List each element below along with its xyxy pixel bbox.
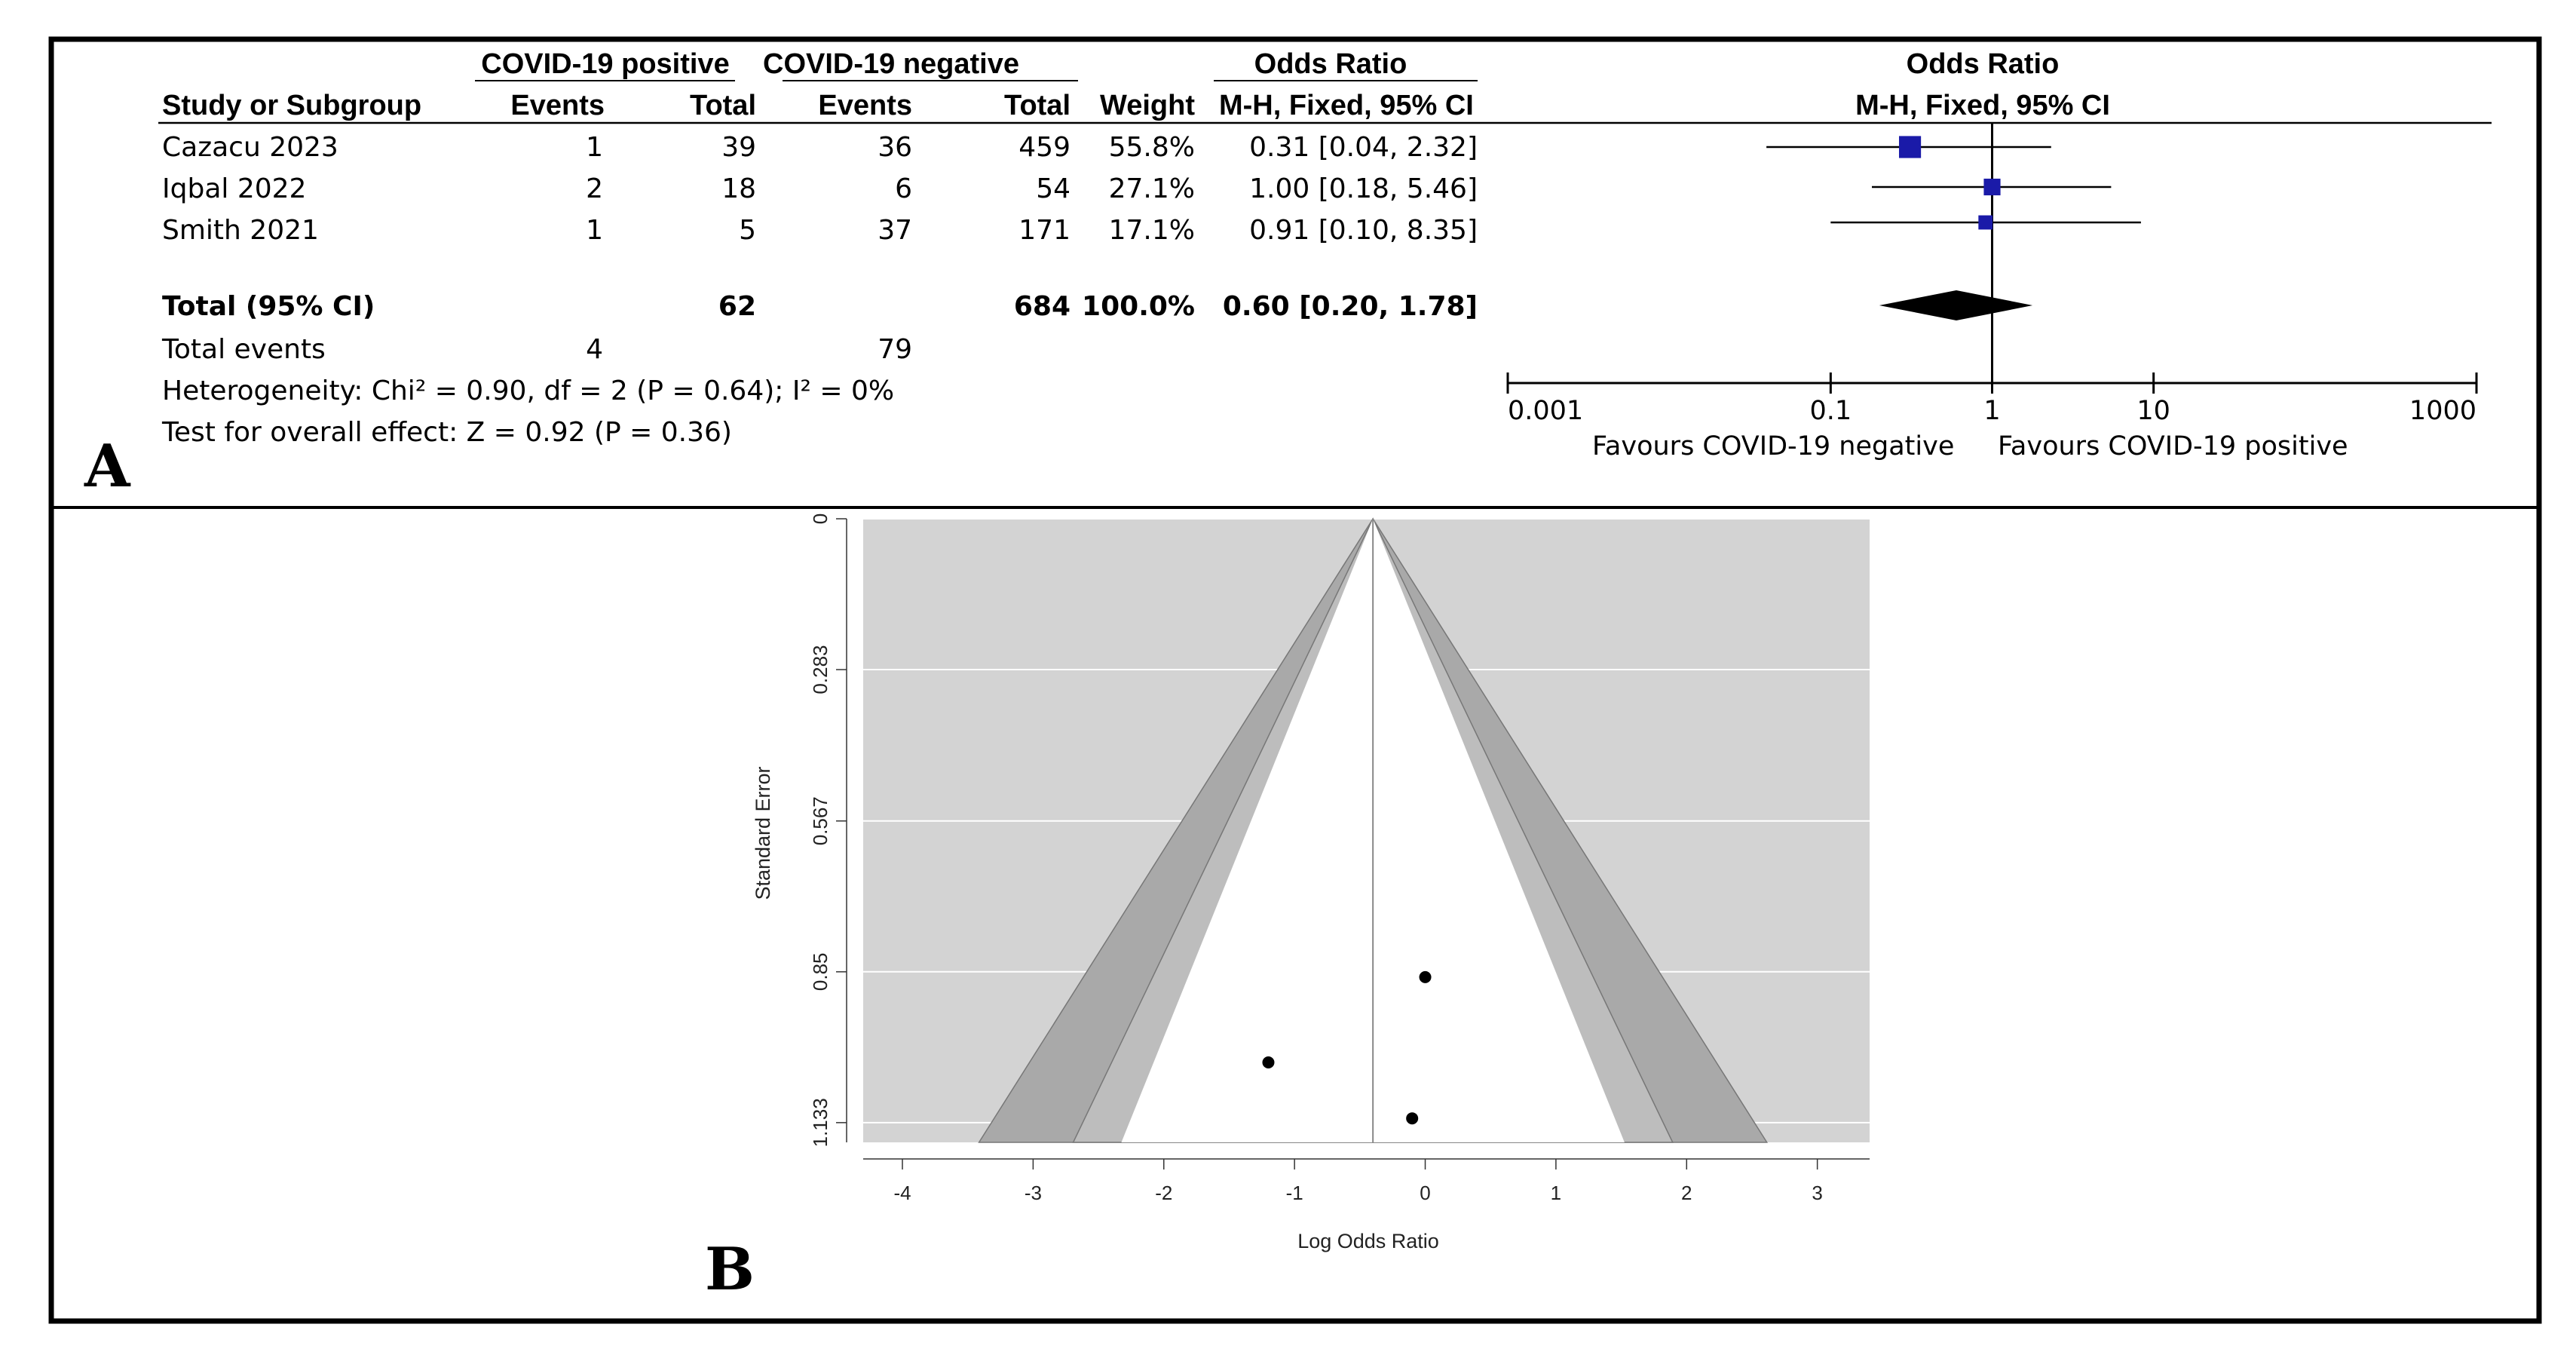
funnel-y-tick-label: 0.567 [809,796,832,845]
col-header-neg-events: Events [818,90,912,121]
col-header-pos-total: Total [690,90,756,121]
funnel-x-tick-label: -1 [1286,1182,1303,1204]
col-header-method: M-H, Fixed, 95% CI [1219,90,1474,121]
funnel-y-tick-label: 0.85 [809,953,832,992]
total-neg-total: 684 [1014,291,1071,322]
forest-tick-label: 0.001 [1508,396,1583,426]
group-header-positive: COVID-19 positive [481,48,729,80]
forest-tick-label: 1 [1983,396,2000,426]
table-row: Smith 2021 1 5 37 171 17.1% 0.91 [0.10, … [162,215,1478,246]
weight: 17.1% [1109,215,1195,246]
total-events-label: Total events [161,334,326,365]
total-weight: 100.0% [1082,291,1195,322]
funnel-ylabel: Standard Error [752,766,774,900]
pooled-diamond [1879,290,2033,320]
group-header-negative: COVID-19 negative [763,48,1019,80]
total-label: Total (95% CI) [162,291,375,322]
total-row: Total (95% CI) 62 684 100.0% 0.60 [0.20,… [162,291,1478,322]
col-header-method-plot: M-H, Fixed, 95% CI [1855,90,2110,121]
study-name: Cazacu 2023 [162,132,338,163]
funnel-study-point [1419,970,1432,983]
funnel-study-point [1406,1112,1419,1125]
pos-total: 39 [721,132,756,163]
funnel-x-tick-label: -2 [1155,1182,1172,1204]
pos-total: 5 [739,215,756,246]
funnel-xlabel: Log Odds Ratio [1297,1230,1439,1252]
neg-total: 459 [1018,132,1071,163]
total-events-neg: 79 [878,334,912,365]
funnel-y-tick-label: 0.283 [809,645,832,694]
study-marker [1978,215,1993,230]
weight: 27.1% [1109,173,1195,204]
total-events-pos: 4 [586,334,603,365]
pos-events: 1 [586,215,603,246]
forest-tick-label: 0.1 [1809,396,1852,426]
figure-frame [48,36,2542,1324]
or-ci-text: 1.00 [0.18, 5.46] [1249,173,1478,204]
neg-total: 54 [1036,173,1071,204]
funnel-x-tick-label: -3 [1025,1182,1042,1204]
panel-b: -4 -3 -2 -1 0 1 2 3 0 0.283 0.567 0.85 1.133 Log Odd… [705,513,1870,1304]
col-header-pos-events: Events [510,90,605,121]
study-name: Iqbal 2022 [162,173,306,204]
forest-tick-label: 1000 [2409,396,2476,426]
forest-rows [1766,136,2141,230]
funnel-x-tick-label: 1 [1551,1182,1561,1204]
funnel-y-tick-label: 1.133 [809,1098,832,1147]
group-header-odds-ratio-plot: Odds Ratio [1907,48,2060,80]
neg-total: 171 [1018,215,1071,246]
pos-total: 18 [721,173,756,204]
weight: 55.8% [1109,132,1195,163]
pos-events: 1 [586,132,603,163]
neg-events: 36 [878,132,912,163]
or-ci-text: 0.91 [0.10, 8.35] [1249,215,1478,246]
forest-plot: 0.001 0.1 1 10 1000 Favours COVID-19 negativ… [1506,123,2478,461]
funnel-x-tick-label: -4 [893,1182,911,1204]
study-name: Smith 2021 [162,215,319,246]
or-ci-text: 0.31 [0.04, 2.32] [1249,132,1478,163]
table-row: Iqbal 2022 2 18 6 54 27.1% 1.00 [0.18, 5… [162,173,1478,204]
funnel-x-tick-label: 3 [1812,1182,1822,1204]
favours-left-label: Favours COVID-19 negative [1592,431,1954,461]
panel-letter-b: B [705,1235,755,1304]
total-pos-total: 62 [718,291,756,322]
col-header-weight: Weight [1100,90,1195,121]
total-events-row: Total events 4 79 [161,334,912,365]
col-header-neg-total: Total [1004,90,1071,121]
forest-tick-label: 10 [2136,396,2170,426]
funnel-study-point [1262,1056,1275,1068]
study-marker [1898,136,1922,158]
group-header-odds-ratio: Odds Ratio [1254,48,1407,80]
panel-a: COVID-19 positive COVID-19 negative Odds… [84,48,2492,501]
pos-events: 2 [586,173,603,204]
overall-effect-text: Test for overall effect: Z = 0.92 (P = 0… [161,417,732,448]
neg-events: 37 [878,215,912,246]
table-row: Cazacu 2023 1 39 36 459 55.8% 0.31 [0.04… [162,132,1478,163]
funnel-x-tick-label: 0 [1420,1182,1430,1204]
funnel-plot: -4 -3 -2 -1 0 1 2 3 0 0.283 0.567 0.85 1.133 [809,513,1870,1204]
favours-right-label: Favours COVID-19 positive [1998,431,2348,461]
funnel-y-tick-label: 0 [809,513,832,524]
funnel-x-tick-label: 2 [1681,1182,1692,1204]
heterogeneity-text: Heterogeneity: Chi² = 0.90, df = 2 (P = … [162,376,894,406]
forest-ticks: 0.001 0.1 1 10 1000 [1506,372,2478,426]
total-or-ci-text: 0.60 [0.20, 1.78] [1223,291,1478,322]
neg-events: 6 [895,173,912,204]
col-header-study: Study or Subgroup [162,90,421,121]
panel-letter-a: A [84,432,131,501]
study-marker [1983,178,2001,196]
